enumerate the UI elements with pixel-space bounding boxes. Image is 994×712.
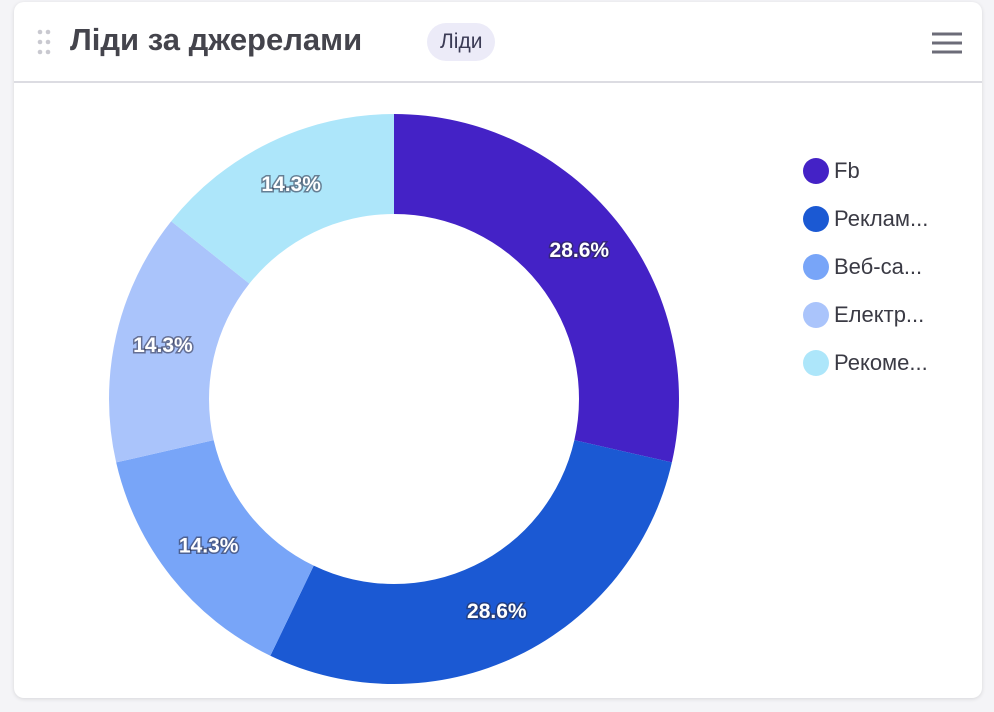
legend-marker	[803, 254, 829, 280]
slice	[116, 440, 314, 656]
value-label: 14.3%	[261, 173, 321, 196]
widget-card: Ліди за джерелами Ліди 28.6% Fb 28.6% Рекла…	[14, 2, 982, 698]
legend-marker	[803, 158, 829, 184]
menu-button[interactable]	[930, 31, 964, 57]
legend-label: Fb	[834, 158, 860, 183]
value-label: 28.6%	[467, 600, 527, 623]
drag-handle[interactable]	[36, 29, 52, 55]
legend-marker	[803, 206, 829, 232]
chart: 28.6% Fb 28.6% Реклам... 14.3% Веб-са... 14.3%…	[109, 114, 928, 684]
widget-header: Ліди за джерелами Ліди	[14, 2, 982, 83]
value-label: 28.6%	[550, 239, 610, 262]
legend-label: Веб-са...	[834, 254, 922, 279]
legend-marker	[803, 350, 829, 376]
legend-label: Реклам...	[834, 206, 928, 231]
legend-label: Рекоме...	[834, 350, 928, 375]
badge[interactable]: Ліди	[427, 23, 496, 61]
slice	[270, 440, 672, 684]
legend-label: Електр...	[834, 302, 924, 327]
value-label: 14.3%	[179, 534, 239, 557]
slice	[171, 114, 394, 284]
slice	[109, 221, 250, 463]
slice	[394, 114, 679, 463]
widget-title: Ліди за джерелами	[70, 22, 363, 57]
value-label: 14.3%	[133, 334, 193, 357]
legend-marker	[803, 302, 829, 328]
